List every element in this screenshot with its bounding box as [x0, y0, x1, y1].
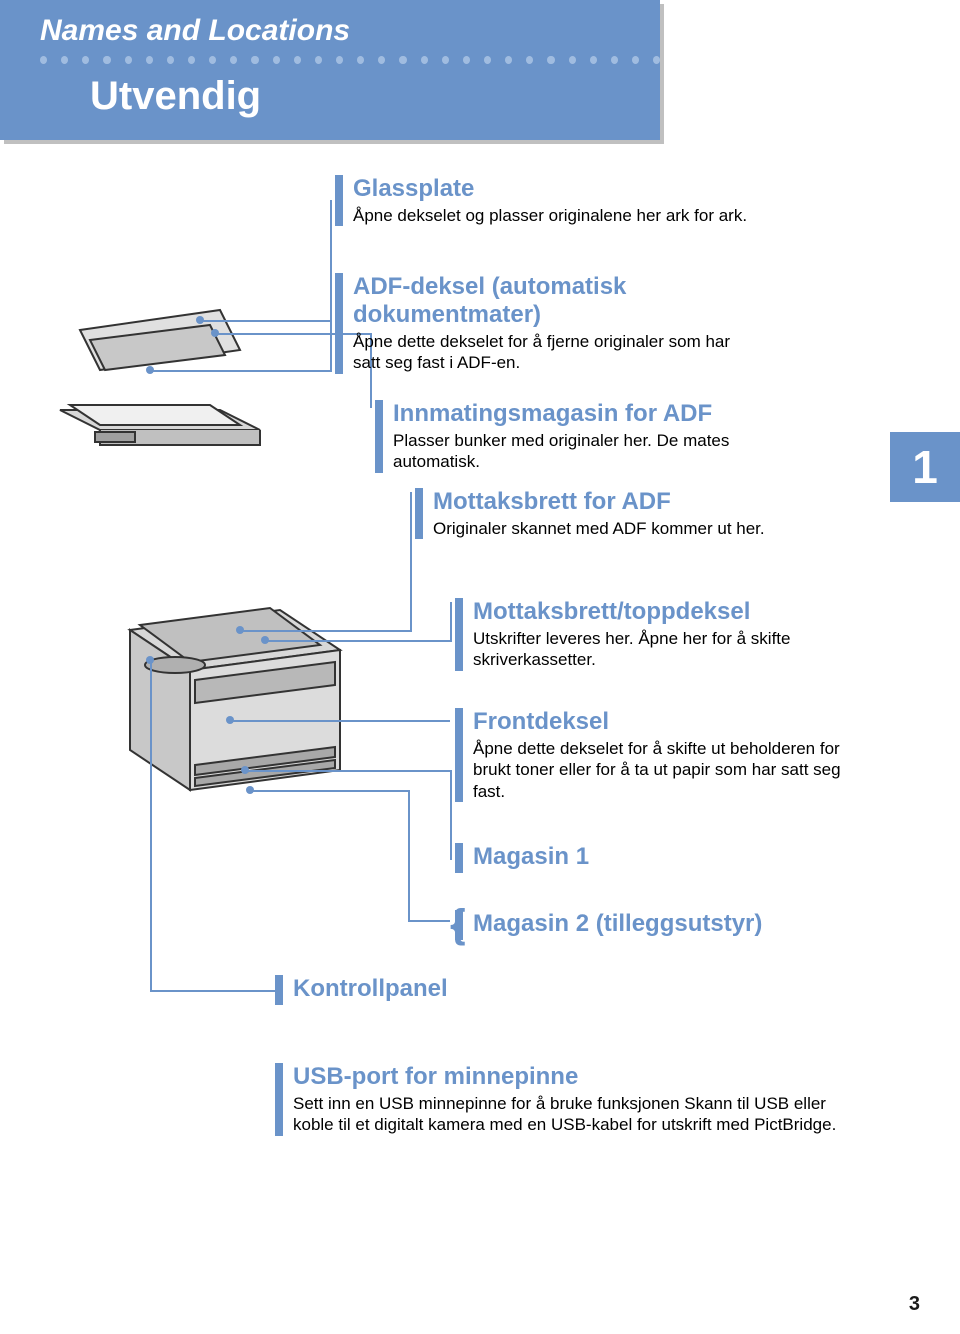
callout-title: Glassplate [353, 175, 747, 203]
callout-title: Mottaksbrett for ADF [433, 488, 765, 516]
callout-magasin1: Magasin 1 [455, 843, 589, 873]
callout-innmating: Innmatingsmagasin for ADF Plasser bunker… [375, 400, 793, 473]
callout-kontrollpanel: Kontrollpanel [275, 975, 448, 1005]
callout-mottaksbrett-adf: Mottaksbrett for ADF Originaler skannet … [415, 488, 765, 539]
callout-title: Magasin 2 (tilleggsutstyr) [473, 910, 762, 938]
header-subtitle: Utvendig [90, 74, 660, 119]
callout-desc: Originaler skannet med ADF kommer ut her… [433, 518, 765, 539]
callout-desc: Åpne dette dekselet for å fjerne origina… [353, 331, 753, 374]
callout-title: ADF-deksel (automatisk dokumentmater) [353, 273, 753, 329]
scanner-illustration [40, 290, 300, 470]
callout-desc: Sett inn en USB minnepinne for å bruke f… [293, 1093, 853, 1136]
callout-title: Innmatingsmagasin for ADF [393, 400, 793, 428]
callout-desc: Åpne dette dekselet for å skifte ut beho… [473, 738, 843, 802]
printer-illustration [80, 550, 380, 830]
callout-desc: Utskrifter leveres her. Åpne her for å s… [473, 628, 813, 671]
callout-title: Frontdeksel [473, 708, 843, 736]
header-title: Names and Locations [40, 14, 660, 48]
callout-bar [335, 175, 343, 226]
callout-magasin2: Magasin 2 (tilleggsutstyr) [455, 910, 762, 940]
header-banner: Names and Locations Utvendig [0, 0, 660, 140]
callout-title: USB-port for minnepinne [293, 1063, 853, 1091]
callout-adf-deksel: ADF-deksel (automatisk dokumentmater) Åp… [335, 273, 753, 374]
callout-title: Mottaksbrett/toppdeksel [473, 598, 813, 626]
brace-icon: { [450, 902, 466, 947]
callout-glassplate: Glassplate Åpne dekselet og plasser orig… [335, 175, 747, 226]
callout-desc: Plasser bunker med originaler her. De ma… [393, 430, 793, 473]
callout-mottaksbrett-topp: Mottaksbrett/toppdeksel Utskrifter lever… [455, 598, 813, 671]
page-number: 3 [909, 1293, 920, 1316]
callout-desc: Åpne dekselet og plasser originalene her… [353, 205, 747, 226]
callout-frontdeksel: Frontdeksel Åpne dette dekselet for å sk… [455, 708, 843, 802]
callout-title: Magasin 1 [473, 843, 589, 871]
callout-usb: USB-port for minnepinne Sett inn en USB … [275, 1063, 853, 1136]
callout-title: Kontrollpanel [293, 975, 448, 1003]
side-tab: 1 [890, 432, 960, 502]
dot-row [0, 56, 660, 64]
